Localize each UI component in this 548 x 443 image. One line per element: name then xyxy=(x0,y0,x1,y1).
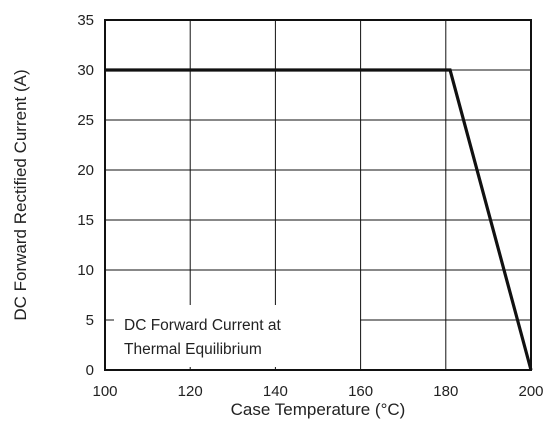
y-tick-label-30: 30 xyxy=(77,62,94,79)
y-tick-label-15: 15 xyxy=(77,212,94,229)
y-tick-label-10: 10 xyxy=(77,262,94,279)
x-tick-label-120: 120 xyxy=(178,383,203,400)
y-tick-label-20: 20 xyxy=(77,162,94,179)
annotation-line-2: Thermal Equilibrium xyxy=(124,341,262,358)
y-tick-label-0: 0 xyxy=(86,362,94,379)
annotation-background xyxy=(114,305,360,367)
series-layer xyxy=(105,68,533,371)
tick-layer: 100 120 140 160 180 200 0 5 10 15 20 25 30 35 xyxy=(77,12,543,400)
x-axis-label: Case Temperature (°C) xyxy=(231,400,406,419)
annotation-line-1: DC Forward Current at xyxy=(124,317,281,334)
x-tick-label-140: 140 xyxy=(263,383,288,400)
y-tick-label-35: 35 xyxy=(77,12,94,29)
x-tick-label-100: 100 xyxy=(92,383,117,400)
y-axis-label: DC Forward Rectified Current (A) xyxy=(11,69,30,320)
x-tick-label-180: 180 xyxy=(433,383,458,400)
y-tick-label-5: 5 xyxy=(86,312,94,329)
series-line-0 xyxy=(105,68,533,371)
plot-frame xyxy=(104,19,532,371)
x-tick-label-160: 160 xyxy=(348,383,373,400)
y-tick-label-25: 25 xyxy=(77,112,94,129)
x-tick-label-200: 200 xyxy=(518,383,543,400)
